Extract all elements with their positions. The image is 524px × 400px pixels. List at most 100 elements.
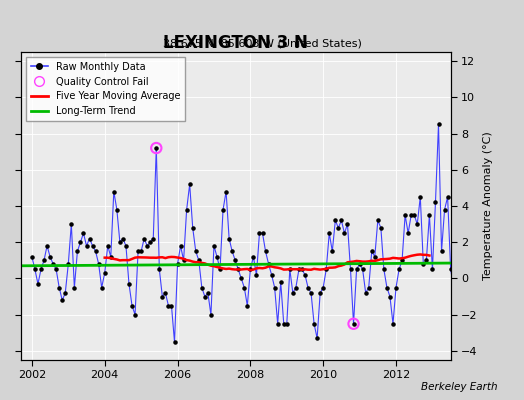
Point [337,217,346,224]
Point [277,279,285,285]
Point [170,339,179,345]
Point [358,266,367,273]
Point [294,266,303,273]
Point [279,320,288,327]
Point [350,320,358,327]
Point [77,239,85,246]
Point [58,297,67,304]
Point [210,243,218,249]
Point [201,293,209,300]
Point [477,266,485,273]
Point [440,206,449,213]
Point [422,257,431,264]
Point [137,248,145,254]
Point [179,257,188,264]
Point [383,284,391,291]
Point [89,243,97,249]
Point [267,272,276,278]
Point [343,221,352,227]
Point [346,266,355,273]
Point [140,236,148,242]
Point [152,145,160,151]
Point [97,284,106,291]
Point [79,230,88,236]
Point [486,293,494,300]
Point [91,248,100,254]
Point [404,230,412,236]
Point [34,281,42,287]
Title: LEXINGTON 3 N: LEXINGTON 3 N [163,34,308,52]
Point [395,266,403,273]
Point [134,248,143,254]
Point [70,284,79,291]
Point [492,257,500,264]
Point [228,248,236,254]
Point [143,243,151,249]
Point [322,266,331,273]
Point [331,217,340,224]
Point [298,266,306,273]
Point [310,320,318,327]
Point [249,254,258,260]
Point [104,243,112,249]
Point [149,236,157,242]
Point [362,290,370,296]
Point [113,206,121,213]
Point [185,181,194,188]
Point [43,243,51,249]
Point [110,188,118,195]
Point [389,320,397,327]
Point [252,272,260,278]
Point [419,261,428,267]
Point [392,284,400,291]
Point [365,284,373,291]
Point [453,272,461,278]
Point [325,230,333,236]
Point [40,257,48,264]
Point [458,284,467,291]
Point [352,266,361,273]
Point [192,248,200,254]
Point [198,284,206,291]
Point [274,320,282,327]
Point [194,257,203,264]
Point [146,239,155,246]
Point [489,266,497,273]
Point [428,266,436,273]
Point [443,194,452,200]
Point [213,254,221,260]
Point [431,199,440,206]
Point [116,239,124,246]
Point [207,312,215,318]
Point [122,243,130,249]
Point [265,261,273,267]
Point [82,243,91,249]
Point [350,320,358,327]
Point [219,206,227,213]
Point [370,254,379,260]
Point [85,236,94,242]
Point [240,284,248,291]
Point [377,224,385,231]
Point [374,217,382,224]
Point [471,257,479,264]
Point [28,254,36,260]
Point [177,243,185,249]
Point [340,230,348,236]
Point [131,312,139,318]
Point [301,272,309,278]
Point [355,261,364,267]
Point [125,281,133,287]
Point [413,221,421,227]
Point [367,248,376,254]
Point [316,290,324,296]
Point [416,194,424,200]
Point [468,266,476,273]
Point [286,266,294,273]
Point [474,279,482,285]
Point [261,248,270,254]
Text: 38.675 N, 85.603 W (United States): 38.675 N, 85.603 W (United States) [162,38,362,48]
Legend: Raw Monthly Data, Quality Control Fail, Five Year Moving Average, Long-Term Tren: Raw Monthly Data, Quality Control Fail, … [26,57,185,121]
Point [255,230,264,236]
Point [64,261,72,267]
